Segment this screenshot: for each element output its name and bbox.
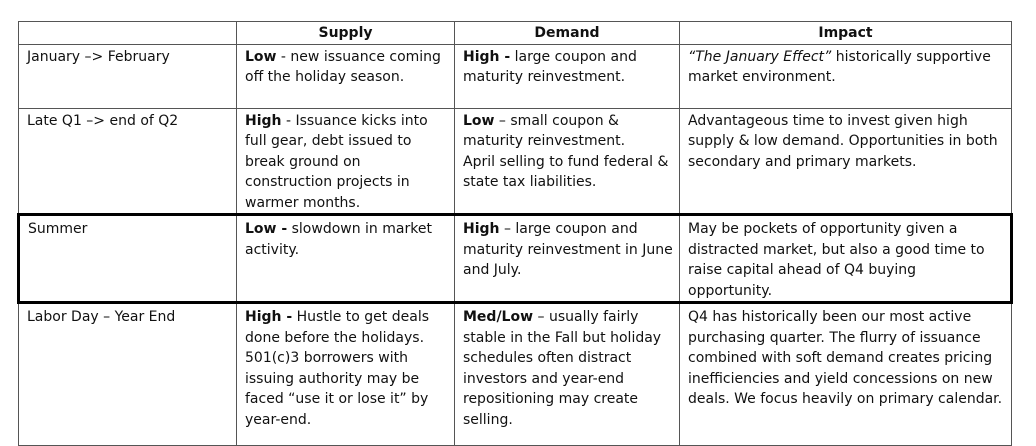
header-demand: Demand (454, 21, 680, 45)
impact-text: historically supportive market environme… (688, 48, 991, 86)
supply-level: Low (245, 48, 277, 65)
demand-cell: High – large coupon and maturity reinves… (454, 213, 680, 304)
period-label: Labor Day – Year End (27, 309, 176, 325)
demand-extra-text: April selling to fund federal & state ta… (463, 153, 669, 191)
header-row: Supply Demand Impact (18, 21, 1012, 45)
supply-text: slowdown in market activity. (245, 221, 432, 258)
period-label: January –> February (27, 48, 170, 65)
period-label: Summer (28, 221, 88, 237)
demand-text: – large coupon and maturity reinvestment… (463, 221, 673, 278)
supply-cell: Low - new issuance coming off the holida… (236, 43, 455, 109)
period-cell: Labor Day – Year End (18, 302, 237, 446)
supply-text: - Issuance kicks into full gear, debt is… (245, 112, 428, 211)
table-row: January –> February Low - new issuance c… (18, 43, 1012, 109)
demand-cell: Low – small coupon & maturity reinvestme… (454, 107, 680, 215)
table-row: Late Q1 –> end of Q2 High - Issuance kic… (18, 107, 1012, 215)
demand-text: – usually fairly stable in the Fall but … (463, 309, 662, 428)
table-row: Labor Day – Year End High - Hustle to ge… (18, 302, 1012, 446)
impact-text: Q4 has historically been our most active… (688, 309, 1003, 407)
demand-level: Med/Low (463, 309, 534, 325)
impact-italic-text: “The January Effect” (688, 48, 832, 65)
supply-level: Low - (245, 221, 288, 237)
supply-level: High - (245, 309, 293, 325)
supply-cell: High - Hustle to get deals done before t… (236, 302, 455, 446)
seasonality-table: Supply Demand Impact January –> February… (17, 21, 1013, 446)
impact-cell: Advantageous time to invest given high s… (679, 107, 1012, 215)
supply-cell: Low - slowdown in market activity. (236, 213, 455, 304)
impact-cell: May be pockets of opportunity given a di… (679, 213, 1013, 304)
period-cell: Late Q1 –> end of Q2 (18, 107, 237, 215)
period-cell: January –> February (18, 43, 237, 109)
demand-level: High - (463, 48, 511, 65)
demand-cell: Med/Low – usually fairly stable in the F… (454, 302, 680, 446)
impact-cell: “The January Effect” historically suppor… (679, 43, 1012, 109)
impact-text: Advantageous time to invest given high s… (688, 112, 998, 170)
header-impact: Impact (679, 21, 1012, 45)
period-cell: Summer (17, 213, 237, 304)
impact-text: May be pockets of opportunity given a di… (688, 221, 985, 299)
supply-text: Hustle to get deals done before the holi… (245, 309, 429, 428)
table-row-highlighted: Summer Low - slowdown in market activity… (17, 213, 1013, 304)
demand-level: High (463, 221, 500, 237)
demand-text: large coupon and maturity reinvestment. (463, 48, 637, 86)
demand-cell: High - large coupon and maturity reinves… (454, 43, 680, 109)
demand-text: – small coupon & maturity reinvestment. (463, 112, 626, 150)
supply-text: - new issuance coming off the holiday se… (245, 48, 441, 86)
supply-level: High (245, 112, 282, 129)
header-period (18, 21, 237, 45)
impact-cell: Q4 has historically been our most active… (679, 302, 1012, 446)
supply-cell: High - Issuance kicks into full gear, de… (236, 107, 455, 215)
header-supply: Supply (236, 21, 455, 45)
period-label: Late Q1 –> end of Q2 (27, 112, 179, 129)
demand-level: Low (463, 112, 495, 129)
